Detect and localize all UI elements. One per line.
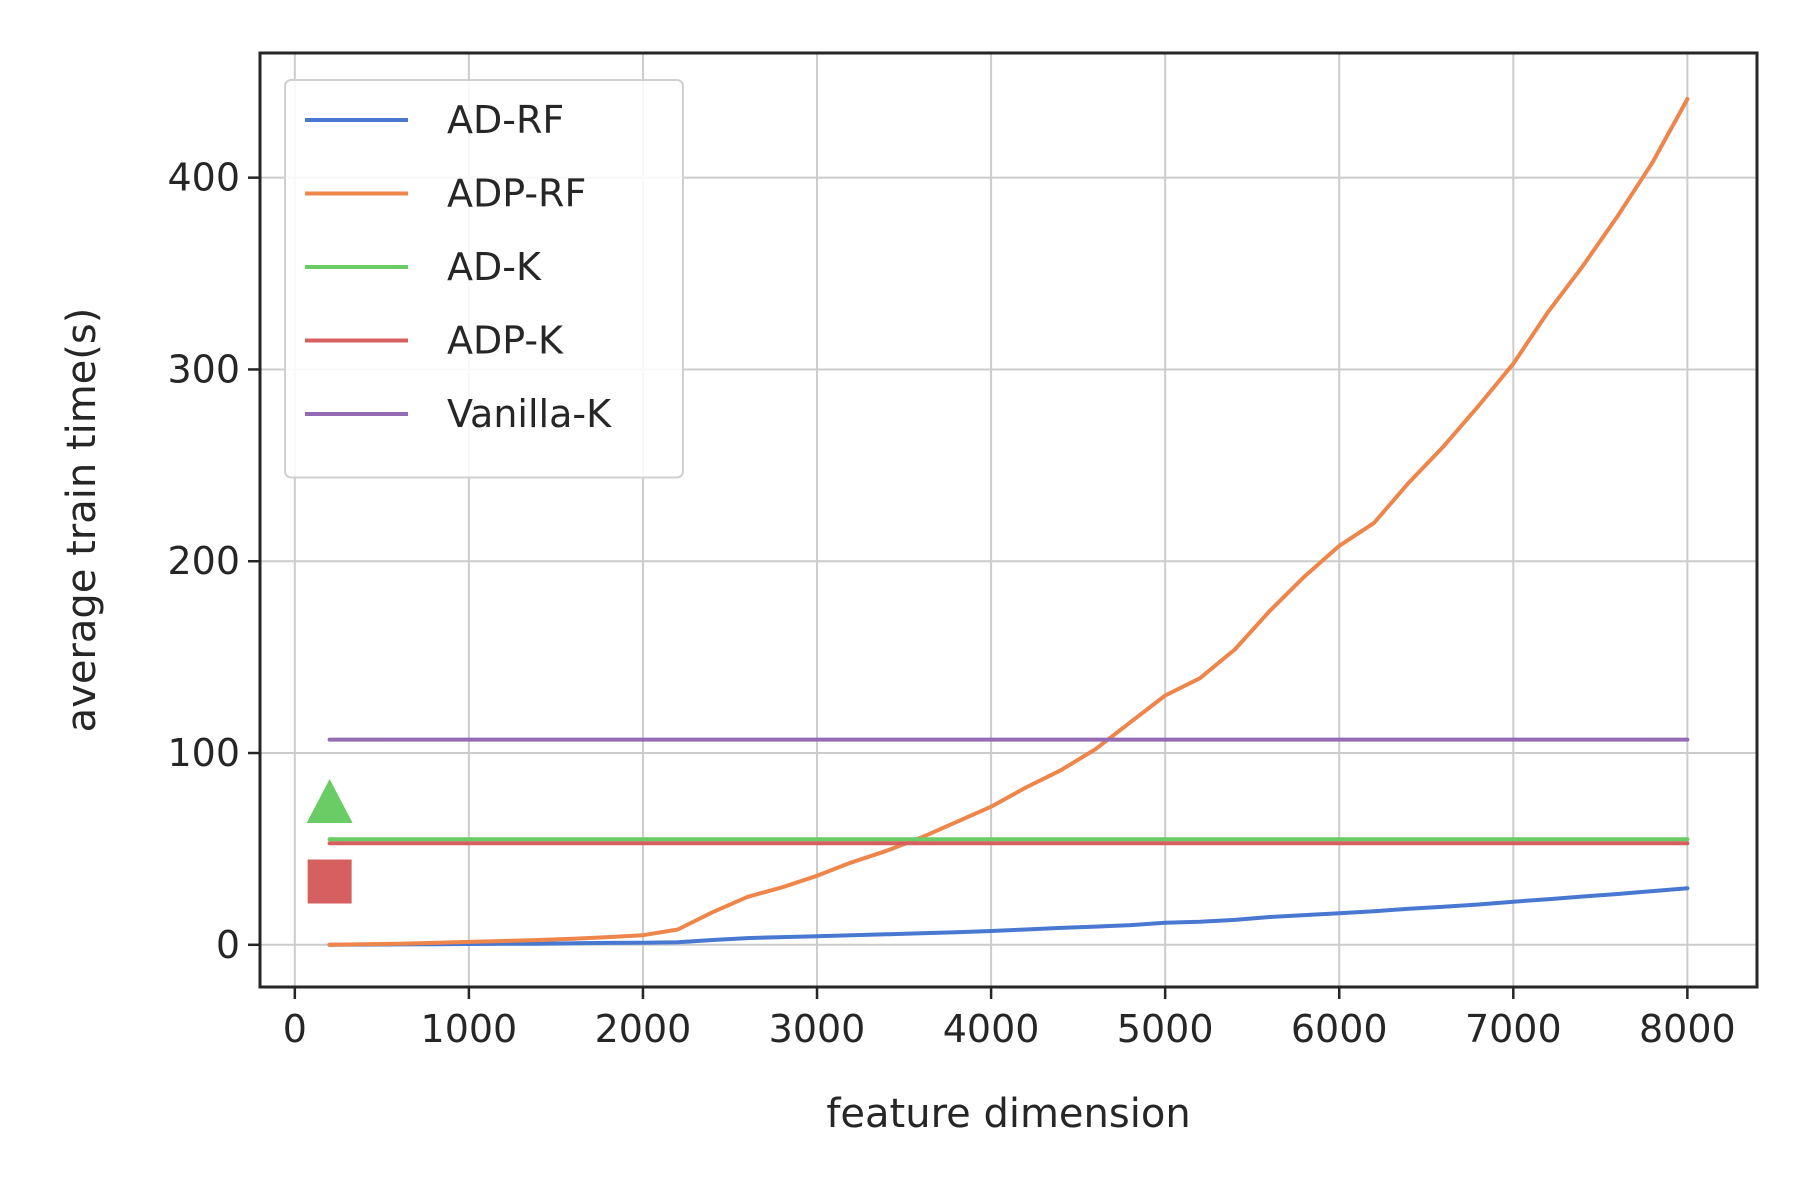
legend-label: Vanilla-K <box>447 392 612 436</box>
legend-label: AD-RF <box>447 98 564 142</box>
y-tick-label: 200 <box>167 539 240 583</box>
legend-label: ADP-K <box>447 319 564 363</box>
series-line-adp-rf <box>327 97 1690 947</box>
plot-frame <box>258 51 1759 989</box>
x-tick-label: 3000 <box>769 1007 866 1051</box>
x-tick-label: 6000 <box>1291 1007 1388 1051</box>
legend-label: ADP-RF <box>447 172 586 216</box>
y-tick-label: 0 <box>216 923 240 967</box>
legend: AD-RF ADP-RF AD-K ADP-K Vanilla-K <box>284 79 684 479</box>
legend-label: AD-K <box>447 245 542 289</box>
marker-ad-k <box>306 778 353 823</box>
x-tick-label: 4000 <box>943 1007 1040 1051</box>
legend-box <box>284 79 684 479</box>
series-layer <box>327 97 1690 947</box>
x-axis-label: feature dimension <box>826 1091 1190 1137</box>
axis-ticks: 0 1000 2000 3000 4000 5000 6000 7000 8000 0 100 200… <box>167 156 1735 1051</box>
x-tick-label: 2000 <box>595 1007 692 1051</box>
y-axis-label: average train time(s) <box>59 308 105 733</box>
x-tick-label: 8000 <box>1639 1007 1736 1051</box>
x-tick-label: 0 <box>283 1007 307 1051</box>
marker-adp-k <box>307 859 352 904</box>
y-tick-label: 100 <box>167 731 240 775</box>
x-tick-label: 5000 <box>1117 1007 1214 1051</box>
series-line-ad-rf <box>327 886 1690 947</box>
marker-layer <box>306 778 353 904</box>
y-tick-label: 400 <box>167 156 240 200</box>
y-tick-label: 300 <box>167 347 240 391</box>
x-tick-label: 1000 <box>421 1007 518 1051</box>
x-tick-label: 7000 <box>1465 1007 1562 1051</box>
